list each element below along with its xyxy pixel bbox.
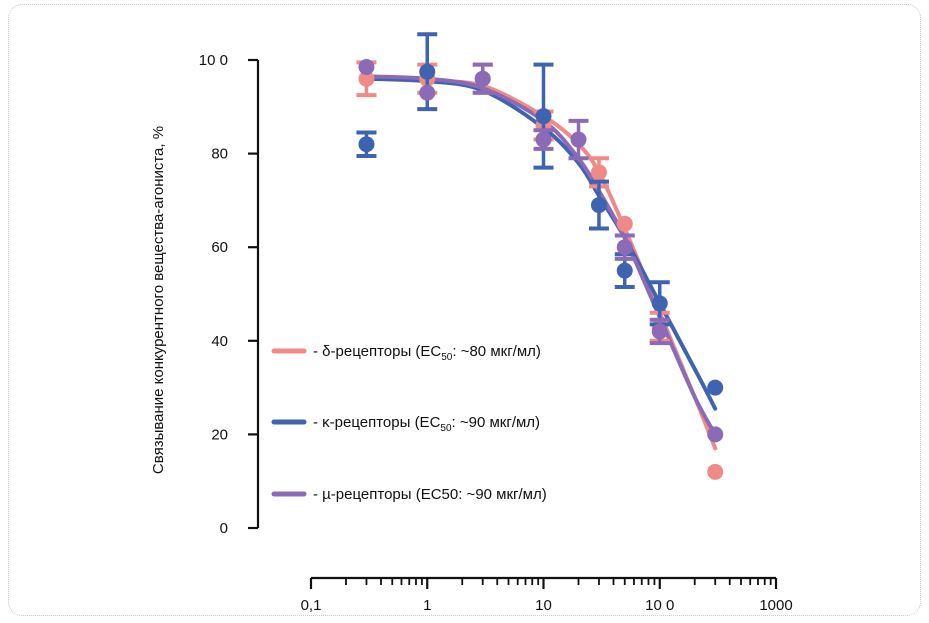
data-point-series-1 — [651, 295, 668, 312]
data-point-series-1 — [419, 63, 436, 80]
y-axis: 0 20 40 60 80 10 0 — [199, 52, 260, 537]
y-tick-label: 80 — [211, 146, 228, 163]
data-point-series-2 — [616, 239, 633, 256]
data-point-series-1 — [707, 379, 724, 396]
data-point-series-2 — [358, 59, 375, 76]
y-tick-label: 10 0 — [199, 52, 228, 69]
x-tick-label: 0,1 — [301, 597, 322, 614]
data-point-series-1 — [535, 108, 552, 125]
x-tick-label: 1000 — [759, 597, 792, 614]
data-point-series-0 — [590, 164, 607, 181]
x-tick-label: 1 — [423, 597, 431, 614]
y-tick-label: 20 — [211, 426, 228, 443]
y-axis-title: Связывание конкурентного вещества-агонис… — [150, 126, 167, 474]
data-point-series-1 — [616, 262, 633, 279]
data-point-series-0 — [358, 70, 375, 87]
data-point-series-1 — [358, 136, 375, 153]
data-point-series-2 — [419, 84, 436, 101]
y-tick-label: 0 — [220, 520, 228, 537]
x-axis: 0,1 1 10 10 0 1000 — [301, 576, 793, 614]
y-tick-label: 40 — [211, 333, 228, 350]
data-point-series-2 — [570, 131, 587, 148]
x-tick-label: 10 — [535, 597, 552, 614]
legend-label: - δ-рецепторы (EC50: ~80 мкг/мл) — [313, 343, 541, 363]
legend-label: - κ-рецепторы (EC50: ~90 мкг/мл) — [313, 414, 540, 434]
data-point-series-0 — [707, 463, 724, 480]
data-point-series-0 — [616, 215, 633, 232]
data-point-series-1 — [590, 197, 607, 214]
legend: - δ-рецепторы (EC50: ~80 мкг/мл) - κ-реце… — [271, 343, 547, 503]
x-tick-label: 10 0 — [645, 597, 674, 614]
data-point-series-2 — [651, 323, 668, 340]
data-points — [356, 32, 724, 480]
data-point-series-2 — [707, 426, 724, 443]
data-point-series-2 — [535, 131, 552, 148]
chart-frame — [8, 4, 921, 616]
legend-label: - µ-рецепторы (EC50: ~90 мкг/мл) — [313, 486, 547, 503]
y-tick-label: 60 — [211, 239, 228, 256]
data-point-series-2 — [474, 70, 491, 87]
